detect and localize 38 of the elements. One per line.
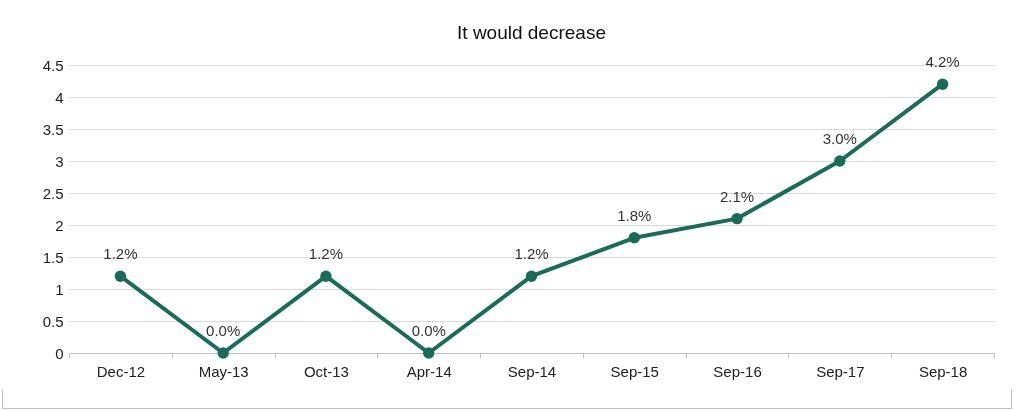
x-tick-label: Sep-18 bbox=[918, 362, 968, 380]
data-label: 3.0% bbox=[822, 130, 857, 147]
data-label: 0.0% bbox=[411, 322, 446, 339]
data-label: 1.2% bbox=[103, 245, 138, 263]
x-tick-label: May-13 bbox=[198, 362, 249, 380]
data-label: 1.8% bbox=[617, 206, 652, 224]
data-label: 1.2% bbox=[308, 245, 344, 263]
x-tick-label: Dec-12 bbox=[96, 362, 146, 380]
point bbox=[936, 78, 949, 90]
y-tick-label: 4.5 bbox=[42, 56, 64, 74]
x-tick-label: Oct-13 bbox=[303, 362, 349, 380]
y-tick-label: 3 bbox=[55, 152, 64, 170]
y-tick-label: 0.5 bbox=[42, 312, 64, 330]
data-label: 0.0% bbox=[206, 322, 241, 339]
point bbox=[320, 270, 332, 282]
point bbox=[114, 270, 127, 282]
x-tick-label: Sep-15 bbox=[610, 362, 659, 380]
x-tick-label: Apr-14 bbox=[406, 362, 452, 380]
chart-title: It would decrease bbox=[457, 22, 606, 44]
point bbox=[423, 347, 435, 359]
data-label: 2.1% bbox=[719, 187, 755, 205]
data-label: 1.2% bbox=[514, 245, 549, 263]
data-label: 4.2% bbox=[925, 53, 960, 71]
y-tick-label: 2.5 bbox=[42, 184, 64, 202]
y-tick-label: 4 bbox=[55, 88, 64, 106]
point bbox=[628, 232, 640, 244]
y-tick-label: 3.5 bbox=[42, 120, 64, 138]
point bbox=[731, 212, 743, 225]
point bbox=[525, 270, 538, 282]
x-tick-label: Sep-14 bbox=[507, 362, 557, 380]
x-tick-label: Sep-16 bbox=[713, 362, 762, 380]
y-tick-label: 1.5 bbox=[42, 248, 64, 266]
y-tick-label: 2 bbox=[55, 216, 64, 234]
x-tick-label: Sep-17 bbox=[816, 362, 865, 380]
point bbox=[834, 155, 846, 167]
y-tick-label: 1 bbox=[55, 280, 64, 298]
y-tick-label: 0 bbox=[55, 344, 64, 362]
point bbox=[217, 347, 229, 359]
